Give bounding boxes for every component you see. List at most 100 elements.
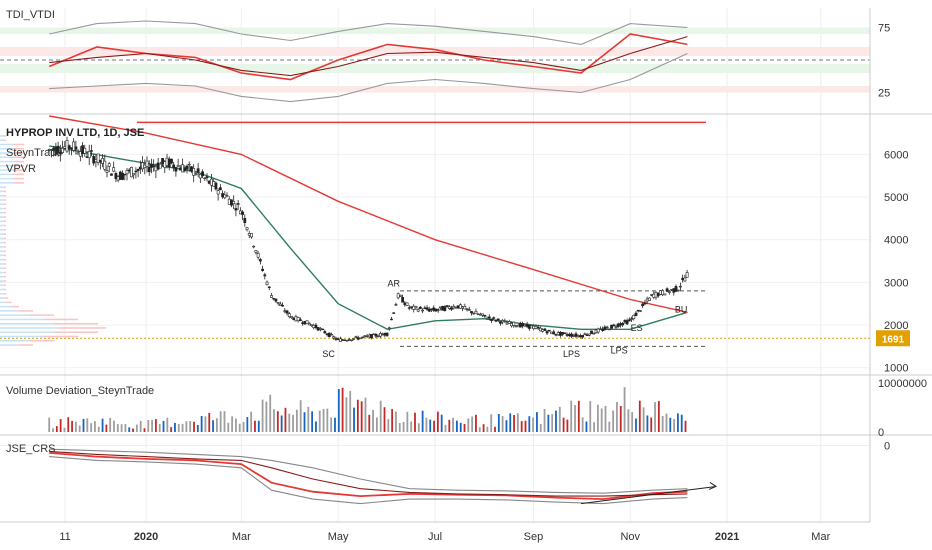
- candle-body: [385, 332, 389, 336]
- time-tick-label: Sep: [524, 531, 544, 543]
- vpvr-bar-down: [13, 152, 24, 154]
- candle-body: [438, 306, 442, 309]
- volume-bar: [448, 419, 451, 432]
- volume-bar: [280, 415, 283, 432]
- vpvr-bar-down: [3, 212, 6, 214]
- candle-body: [616, 323, 620, 328]
- volume-bar: [59, 419, 62, 432]
- volume-tick-label: 0: [878, 427, 884, 439]
- vpvr-bar-up: [0, 288, 4, 291]
- volume-bar: [577, 400, 580, 432]
- vpvr-bar-down: [3, 241, 6, 244]
- vpvr-bar-down: [3, 190, 6, 193]
- candle-body: [650, 294, 653, 296]
- candle-body: [250, 233, 253, 238]
- vpvr-bar-down: [3, 276, 7, 278]
- candle-body: [587, 333, 591, 336]
- volume-bar: [353, 407, 355, 432]
- volume-bar: [254, 420, 256, 432]
- wyckoff-annotation: LPS: [563, 349, 580, 359]
- candle-body: [283, 310, 287, 312]
- candle-body: [347, 339, 351, 341]
- volume-bar: [177, 424, 180, 432]
- tdi-band: [0, 27, 870, 34]
- volume-bar: [124, 423, 127, 432]
- candle-body: [485, 318, 489, 320]
- candle-body: [547, 329, 551, 332]
- candle-body: [401, 297, 405, 303]
- volume-bar: [528, 416, 531, 432]
- vpvr-bar-down: [3, 280, 7, 282]
- candle-body: [403, 302, 407, 305]
- candle-body: [512, 321, 516, 326]
- vpvr-bar-down: [3, 229, 6, 231]
- candle-body: [125, 170, 129, 175]
- vpvr-bar-down: [29, 314, 54, 316]
- volume-bar: [368, 414, 371, 432]
- candle-body: [207, 180, 211, 184]
- vpvr-bar-down: [3, 293, 7, 295]
- vpvr-bar-up: [0, 220, 4, 223]
- vpvr-bar-up: [0, 263, 4, 265]
- volume-bar: [189, 420, 192, 432]
- candle-body: [667, 291, 671, 293]
- vpvr-bar-up: [0, 148, 14, 150]
- candle-body: [236, 203, 240, 205]
- candle-body: [663, 293, 667, 296]
- volume-bar: [375, 417, 378, 432]
- candle-body: [583, 333, 587, 335]
- volume-bar: [471, 416, 474, 432]
- candle-body: [645, 298, 649, 302]
- tdi-series-line: [49, 20, 688, 45]
- volume-bar: [63, 427, 66, 432]
- candle-body: [254, 250, 258, 253]
- candle-body: [534, 326, 538, 329]
- volume-bar: [402, 421, 405, 432]
- volume-bar: [581, 417, 584, 432]
- volume-bar: [490, 414, 493, 432]
- vpvr-bar-down: [10, 305, 19, 308]
- candle-body: [292, 318, 296, 320]
- volume-bar: [52, 428, 54, 432]
- candle-body: [221, 193, 224, 198]
- vpvr-bar-down: [3, 224, 6, 227]
- vpvr-bar-up: [0, 177, 14, 180]
- candle-body: [652, 293, 656, 298]
- volume-bar: [212, 420, 214, 432]
- volume-bar: [311, 411, 314, 432]
- wyckoff-annotation: BU: [675, 304, 688, 314]
- candle-body: [136, 169, 140, 171]
- candle-body: [123, 173, 127, 176]
- candle-body: [454, 307, 458, 309]
- candle-body: [659, 290, 662, 295]
- volume-bar: [246, 417, 249, 432]
- vpvr-bar-down: [3, 288, 7, 291]
- candle-body: [272, 297, 276, 300]
- volume-bar: [269, 394, 272, 432]
- vpvr-bar-down: [3, 263, 7, 265]
- tdi-band: [0, 86, 870, 93]
- volume-bar: [638, 400, 641, 432]
- candle-body: [681, 277, 685, 281]
- candle-body: [674, 286, 678, 292]
- volume-bar: [204, 416, 207, 432]
- volume-bar: [680, 414, 683, 432]
- tdi-band: [0, 47, 870, 57]
- volume-bar: [600, 408, 603, 432]
- candle-body: [521, 323, 525, 327]
- candle-body: [56, 145, 60, 154]
- volume-bar: [208, 412, 211, 432]
- vpvr-bar-down: [13, 182, 24, 184]
- candle-body: [394, 304, 398, 306]
- candle-body: [467, 309, 471, 311]
- vpvr-bar-down: [13, 156, 24, 159]
- vpvr-bar-up: [0, 297, 5, 299]
- volume-bar: [238, 423, 241, 432]
- volume-bar: [391, 409, 394, 432]
- candle-body: [185, 165, 189, 170]
- vpvr-bar-down: [3, 254, 6, 257]
- candle-body: [601, 328, 605, 331]
- candle-body: [276, 302, 280, 304]
- candle-body: [287, 313, 291, 317]
- volume-bar: [322, 408, 325, 432]
